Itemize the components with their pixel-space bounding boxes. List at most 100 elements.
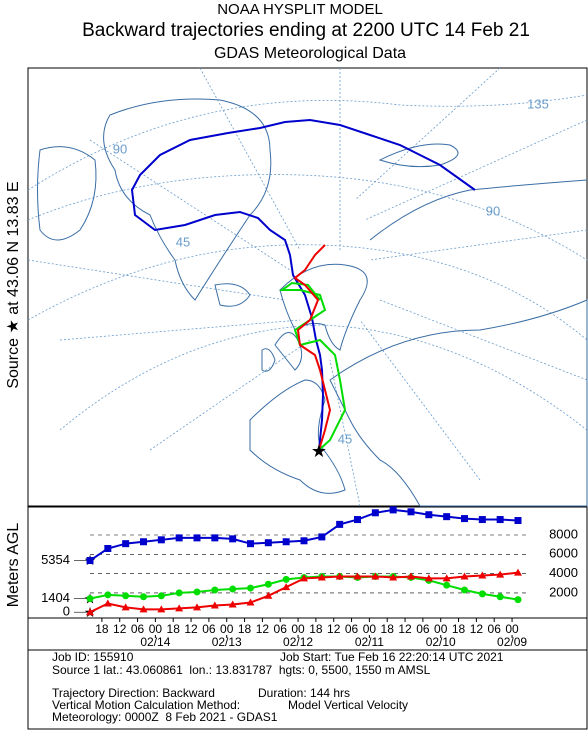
date-label: 02/11 [355, 635, 384, 649]
point [175, 534, 183, 542]
footer: Job ID: 155910 Job Start: Tue Feb 16 22:… [52, 650, 504, 724]
point [247, 540, 254, 548]
point [478, 516, 486, 524]
point [282, 583, 291, 591]
point [514, 568, 522, 576]
date-label: 02/14 [140, 635, 170, 649]
x-tick-label: 12 [327, 622, 341, 636]
grid-label: 90 [486, 203, 500, 218]
footer-text: Model Vertical Velocity [288, 698, 408, 712]
point [335, 572, 344, 580]
point [407, 508, 415, 516]
x-tick-label: 00 [291, 622, 305, 636]
point [157, 536, 165, 544]
x-tick-label: 18 [452, 622, 466, 636]
point [157, 592, 165, 600]
point [496, 516, 504, 524]
source-star: ★ [311, 441, 327, 461]
footer-text: Vertical Motion Calculation Method: [52, 698, 240, 712]
x-tick-label: 00 [149, 622, 163, 636]
y-tick-label: 6000 [549, 546, 578, 561]
point [461, 586, 468, 594]
point [140, 593, 147, 601]
grid-labels: 135 90 90 45 45 [113, 96, 549, 446]
subtitle: GDAS Meteorological Data [214, 45, 406, 62]
point [354, 516, 361, 524]
date-label: 02/13 [212, 635, 242, 649]
point [228, 600, 237, 608]
start-label: 5354 [41, 552, 70, 567]
point [461, 515, 468, 523]
point [210, 601, 219, 609]
x-tick-label: 06 [202, 622, 216, 636]
footer-text: Trajectory Direction: Backward [52, 686, 215, 700]
x-tick-label: 12 [470, 622, 484, 636]
point [139, 605, 148, 613]
point [104, 591, 112, 599]
point [175, 589, 183, 597]
model-title: NOAA HYSPLIT MODEL [217, 1, 383, 18]
point [264, 539, 272, 547]
point [478, 571, 487, 579]
point [514, 596, 522, 604]
point [496, 593, 504, 601]
x-tick-label: 18 [95, 622, 109, 636]
trajectory-low [293, 244, 332, 451]
y-tick-label: 8000 [549, 526, 578, 541]
point [264, 580, 272, 588]
y-tick-label: 4000 [549, 565, 578, 580]
x-tick-label: 00 [363, 622, 377, 636]
x-tick-label: 06 [131, 622, 145, 636]
start-label: 1404 [41, 590, 70, 605]
point [371, 572, 380, 580]
point [282, 538, 290, 546]
point [86, 557, 94, 565]
trajectories [130, 118, 476, 451]
point [157, 605, 166, 613]
point [246, 598, 255, 606]
point [407, 572, 415, 580]
x-tick-label: 18 [238, 622, 252, 636]
x-tick-label: 06 [416, 622, 430, 636]
point [300, 537, 308, 545]
x-tick-label: 00 [505, 622, 519, 636]
point [175, 604, 184, 612]
footer-text: Job Start: Tue Feb 16 22:20:14 UTC 2021 [280, 650, 504, 664]
point [353, 572, 362, 580]
point [86, 595, 94, 603]
point [104, 545, 112, 553]
point [211, 534, 219, 542]
footer-frame [27, 649, 588, 730]
point [336, 520, 344, 528]
point [389, 573, 398, 581]
title: Backward trajectories ending at 2200 UTC… [82, 20, 530, 41]
x-tick-label: 06 [274, 622, 288, 636]
date-label: 02/09 [497, 635, 527, 649]
x-tick-label: 06 [345, 622, 359, 636]
point [193, 603, 201, 611]
date-label: 02/12 [283, 635, 313, 649]
grid-label: 45 [176, 234, 190, 249]
footer-text: Job ID: 155910 [52, 650, 134, 664]
start-label: 0 [63, 604, 70, 619]
point [496, 570, 505, 578]
y-axis-label: Meters AGL [5, 523, 22, 608]
grid-label: 45 [338, 431, 352, 446]
x-tick-label: 12 [113, 622, 127, 636]
point [425, 511, 433, 519]
footer-text: Duration: 144 hrs [258, 686, 350, 700]
point [442, 574, 451, 582]
grid-label: 90 [113, 141, 127, 156]
point [371, 509, 379, 517]
point [424, 574, 433, 582]
source-label: Source ★ at 43.06 N 13.83 E [5, 181, 22, 388]
x-tick-label: 18 [309, 622, 323, 636]
point [103, 599, 112, 607]
point [122, 592, 130, 600]
x-tick-label: 18 [381, 622, 395, 636]
y-tick-label: 2000 [549, 584, 578, 599]
point [229, 535, 237, 543]
point [318, 533, 326, 541]
height-chart: 20004000600080000★1404★5354★181206001812… [28, 506, 587, 649]
point [247, 584, 254, 592]
